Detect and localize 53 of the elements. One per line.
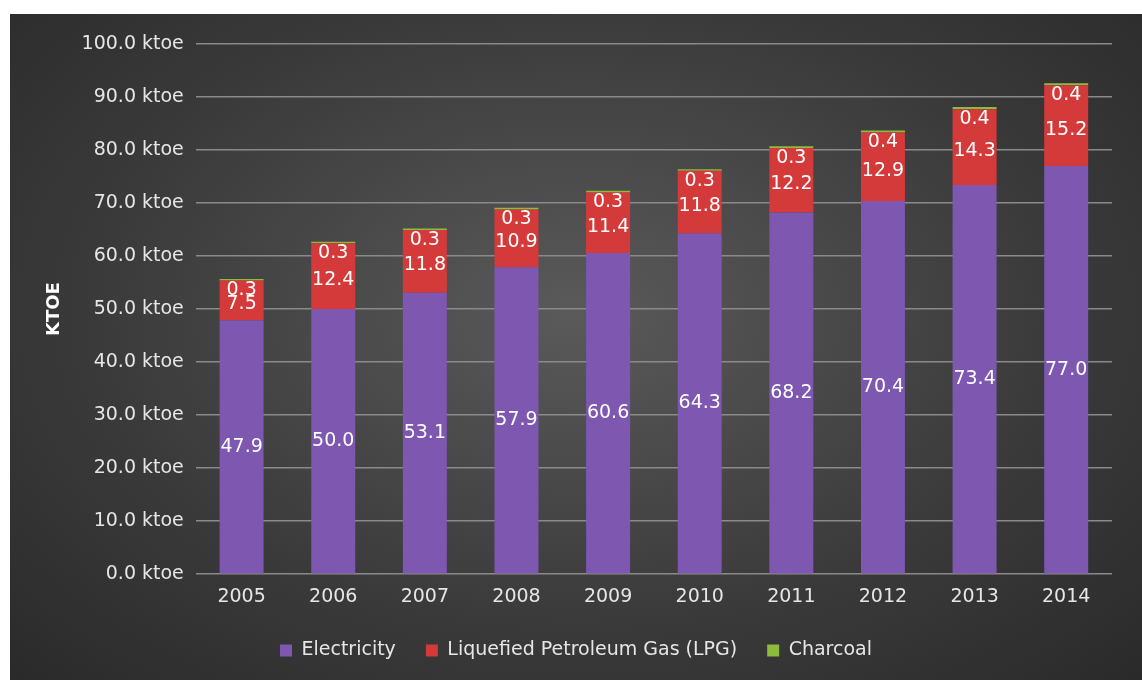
data-label: 12.9 — [861, 157, 905, 180]
data-label: 53.1 — [403, 419, 447, 442]
data-label: 68.2 — [770, 379, 813, 402]
data-label: 0.3 — [684, 167, 715, 190]
data-label: 50.0 — [312, 428, 355, 451]
data-label: 60.6 — [586, 400, 630, 423]
data-label: 12.2 — [770, 171, 813, 194]
data-label: 0.4 — [1051, 81, 1082, 104]
data-label: 14.3 — [953, 138, 996, 161]
data-label: 11.8 — [403, 252, 447, 275]
legend-label: Charcoal — [788, 637, 873, 660]
x-tick-label: 2009 — [583, 583, 633, 606]
y-tick-label: 50.0 ktoe — [93, 296, 184, 319]
x-tick-label: 2005 — [217, 583, 266, 606]
x-tick-label: 2008 — [492, 583, 541, 606]
data-label: 0.4 — [959, 105, 990, 128]
y-tick-label: 30.0 ktoe — [93, 402, 184, 425]
data-label: 0.3 — [409, 226, 440, 249]
data-label: 0.3 — [318, 240, 349, 263]
x-tick-label: 2013 — [950, 583, 999, 606]
x-tick-label: 2014 — [1042, 583, 1091, 606]
y-tick-label: 60.0 ktoe — [93, 243, 184, 266]
x-tick-label: 2012 — [858, 583, 908, 606]
data-label: 12.4 — [312, 267, 355, 290]
data-label: 11.4 — [586, 213, 630, 236]
legend-label: Electricity — [301, 637, 396, 660]
y-tick-label: 100.0 ktoe — [81, 30, 184, 53]
data-label: 0.3 — [776, 144, 807, 167]
y-axis-title: KTOE — [42, 282, 64, 337]
data-label: 70.4 — [861, 374, 905, 397]
legend-label: Liquefied Petroleum Gas (LPG) — [447, 637, 738, 660]
data-label: 10.9 — [495, 229, 538, 252]
y-tick-label: 20.0 ktoe — [93, 455, 184, 478]
data-label: 77.0 — [1045, 356, 1088, 379]
x-tick-label: 2010 — [675, 583, 724, 606]
y-tick-label: 10.0 ktoe — [93, 508, 184, 531]
data-label: 57.9 — [495, 407, 538, 430]
data-label: 73.4 — [953, 366, 996, 389]
data-label: 47.9 — [220, 433, 263, 456]
data-label: 11.8 — [678, 192, 721, 215]
x-tick-label: 2006 — [309, 583, 358, 606]
data-label: 0.3 — [592, 189, 624, 212]
x-tick-label: 2007 — [400, 583, 450, 606]
y-tick-label: 80.0 ktoe — [93, 136, 184, 159]
data-label: 64.3 — [678, 390, 721, 413]
data-label: 15.2 — [1045, 116, 1088, 139]
data-label: 0.4 — [867, 128, 899, 151]
y-tick-label: 70.0 ktoe — [93, 190, 184, 212]
y-tick-label: 0.0 ktoe — [105, 561, 184, 584]
x-tick-label: 2011 — [767, 583, 816, 606]
y-tick-label: 90.0 ktoe — [93, 83, 184, 106]
y-tick-label: 40.0 ktoe — [93, 349, 184, 372]
data-label: 0.3 — [501, 206, 532, 229]
